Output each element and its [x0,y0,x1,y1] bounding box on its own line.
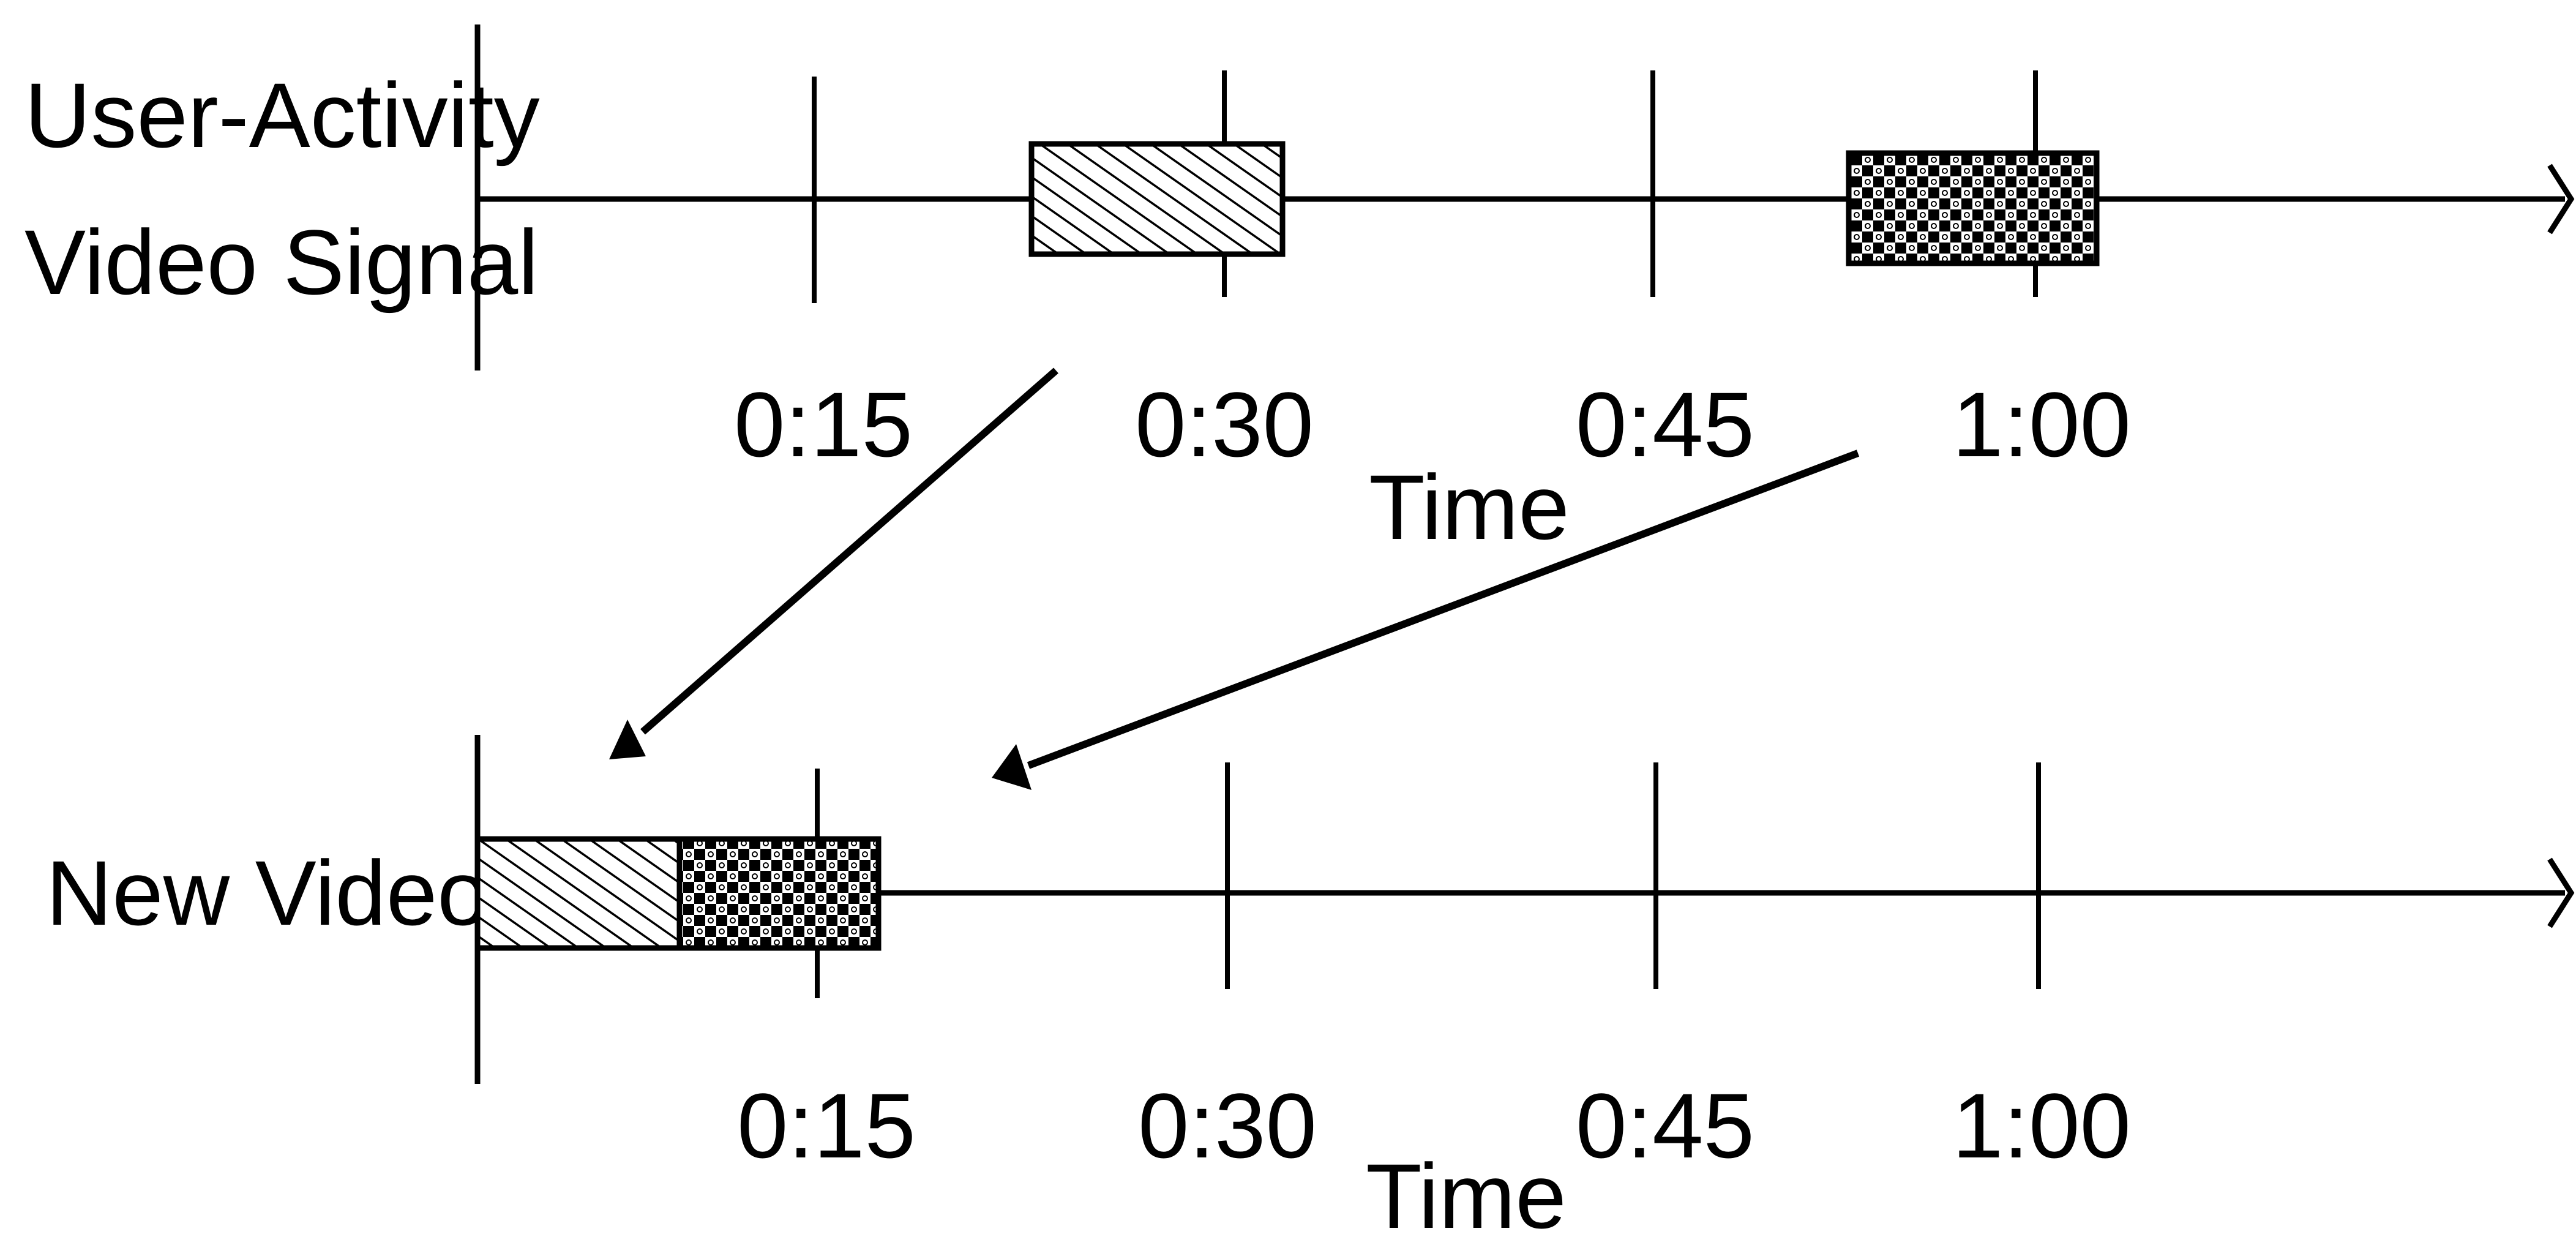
top-axis-arrowhead [2547,164,2575,235]
bottom-axis-title: Time [1366,1145,1567,1245]
bottom-checker-segment [676,836,882,951]
top-tick-label-1-00: 1:00 [1952,373,2131,476]
mapping-arrows [609,367,1860,790]
top-timeline-label-line1: User-Activity [24,64,540,167]
bottom-tick-label-0-15: 0:15 [737,1074,916,1177]
top-axis-title: Time [1369,456,1570,559]
top-timeline: User-Activity Video Signal 0:15 0:30 0:4… [24,24,2575,559]
checker-arrowhead [992,744,1032,790]
bottom-timeline-label: New Video [46,841,489,944]
top-tick-label-0-15: 0:15 [734,373,913,476]
bottom-tick-label-1-00: 1:00 [1952,1074,2131,1177]
bottom-tick-label-0-45: 0:45 [1576,1074,1754,1177]
top-tick-label-0-30: 0:30 [1135,373,1314,476]
top-tick-label-0-45: 0:45 [1576,373,1754,476]
checker-mapping-arrow [1027,449,1860,769]
top-diagonal-hatch-segment [1028,141,1286,257]
bottom-timeline: New Video 0:15 0:30 0:45 1:00 Time [46,735,2575,1245]
top-checker-segment [1846,150,2100,266]
hatch-arrowhead [609,720,646,759]
top-timeline-label-line2: Video Signal [24,211,539,314]
bottom-axis-arrowhead [2547,857,2575,928]
hatch-mapping-arrow [640,367,1058,735]
bottom-tick-label-0-30: 0:30 [1138,1074,1317,1177]
bottom-diagonal-hatch-segment [474,836,683,951]
